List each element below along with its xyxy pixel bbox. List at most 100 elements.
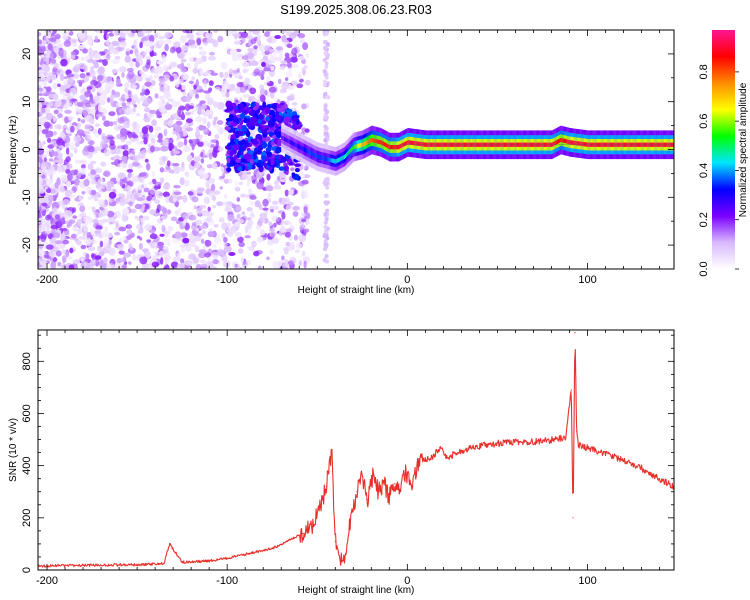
spectrogram-noise-blob — [199, 263, 208, 269]
spectrogram-noise-blob — [47, 201, 52, 207]
spectrogram-noise-blob — [83, 237, 92, 244]
spectrogram-track-cell — [364, 141, 366, 146]
spectrogram-noise-blob — [248, 188, 253, 195]
spectrogram-noise-blob — [101, 133, 106, 138]
spectrogram-noise-blob — [324, 31, 329, 36]
spectrogram-noise-blob — [198, 252, 206, 259]
spectrogram-noise-blob — [107, 136, 115, 140]
spectrogram-noise-blob — [195, 264, 202, 269]
spectrogram-track-cell — [576, 141, 578, 146]
spectrogram-noise-blob — [46, 76, 51, 82]
spectrogram-signal-blob — [239, 103, 245, 110]
spectrogram-track-cell — [354, 144, 356, 149]
spectrogram-noise-blob — [195, 227, 200, 232]
spectrogram-noise-blob — [48, 194, 54, 203]
spectrogram-noise-blob — [108, 111, 116, 117]
spectrogram-noise-blob — [134, 48, 139, 56]
spectrogram-noise-blob — [178, 262, 186, 268]
spectrogram-noise-blob — [219, 186, 224, 190]
spectrogram-track-cell — [565, 139, 567, 144]
spectrogram-track-cell — [575, 140, 577, 146]
spectrogram-track-cell — [329, 157, 332, 163]
snr-point — [262, 549, 264, 552]
spectrogram-noise-blob — [114, 221, 119, 225]
spectrogram-noise-blob — [53, 47, 60, 53]
spectrogram-noise-blob — [132, 178, 136, 183]
spectrogram-noise-blob — [174, 231, 182, 239]
spectrogram-noise-blob — [159, 167, 165, 173]
spectrogram-noise-blob — [180, 246, 186, 253]
spectrogram-noise-blob — [281, 34, 287, 43]
spectrogram-signal-blob — [257, 119, 263, 124]
spectrogram-noise-blob — [110, 161, 119, 165]
spectrogram-noise-blob — [102, 115, 106, 122]
spectrogram-noise-blob — [90, 189, 97, 196]
spectrogram-noise-blob — [83, 115, 90, 121]
snr-point — [277, 545, 279, 548]
spectrogram-noise-blob — [234, 231, 242, 238]
spectrogram-noise-blob — [90, 169, 97, 176]
spectrogram-noise-blob — [279, 178, 287, 183]
spectrogram-noise-blob — [301, 212, 306, 217]
spectrogram-noise-blob — [193, 84, 197, 90]
spectrogram-noise-blob — [323, 220, 328, 225]
spectrogram-noise-blob — [291, 47, 298, 56]
spectrogram-noise-blob — [103, 237, 109, 245]
spectrogram-track-cell — [383, 142, 386, 147]
spectrogram-noise-blob — [199, 71, 204, 76]
spectrogram-noise-blob — [255, 224, 261, 231]
spectrogram-noise-blob — [303, 206, 308, 214]
spectrogram-noise-blob — [209, 38, 217, 44]
spectrogram-noise-blob — [223, 236, 228, 243]
spectrogram-noise-blob — [223, 242, 228, 247]
spectrogram-noise-blob — [107, 218, 114, 226]
spectrogram-noise-blob — [249, 195, 257, 200]
spectrogram-track-cell — [369, 138, 372, 143]
snr-point — [345, 553, 347, 555]
spectrogram-noise-blob — [121, 72, 125, 78]
spectrogram-noise-blob — [51, 30, 56, 37]
spectrogram-noise-blob — [56, 138, 64, 146]
spectrogram-noise-blob — [119, 32, 126, 39]
spectrogram-noise-blob — [217, 146, 224, 152]
spectrogram-noise-blob — [103, 120, 111, 127]
spectrogram-noise-blob — [247, 47, 255, 53]
spectrogram-track-cell — [332, 158, 334, 163]
spectrogram-noise-blob — [78, 236, 86, 240]
spectrogram-noise-blob — [270, 209, 274, 213]
spectrogram-noise-blob — [71, 51, 76, 56]
spectrogram-noise-blob — [116, 102, 122, 107]
spectrogram-noise-blob — [159, 205, 166, 211]
spectrogram-noise-blob — [246, 206, 253, 212]
spectrogram-noise-blob — [191, 138, 198, 143]
spectrogram-noise-blob — [123, 252, 132, 258]
spectrogram-signal-blob — [235, 158, 241, 164]
snr-point — [244, 553, 246, 555]
spectrogram-noise-blob — [128, 180, 133, 187]
spectrogram-noise-blob — [124, 55, 132, 63]
spectrogram-track-cell — [355, 144, 357, 149]
spectrogram-signal-blob — [266, 151, 273, 157]
spectrogram-noise-blob — [162, 64, 167, 71]
spectrogram-noise-blob — [182, 237, 190, 244]
spectrogram-noise-blob — [238, 181, 243, 186]
spectrogram-noise-blob — [60, 265, 65, 269]
spectrogram-signal-blob — [250, 103, 256, 107]
spectrogram-noise-blob — [299, 38, 305, 44]
spectrogram-noise-blob — [149, 109, 157, 114]
spectrogram-noise-blob — [158, 77, 166, 83]
spectrogram-noise-blob — [163, 185, 170, 190]
spectrogram-noise-blob — [117, 164, 121, 168]
spectrogram-noise-blob — [259, 94, 266, 103]
spectrogram-noise-blob — [222, 260, 231, 268]
spectrogram-track-cell — [409, 140, 412, 145]
spectrogram-noise-blob — [87, 38, 92, 45]
spectrogram-noise-blob — [46, 178, 52, 187]
spectrogram-signal-blob — [280, 156, 287, 163]
spectrogram-noise-blob — [236, 197, 240, 202]
spectrogram-noise-blob — [70, 233, 77, 239]
spectrogram-noise-blob — [38, 169, 44, 177]
snr-point — [641, 467, 643, 469]
spectrogram-noise-blob — [231, 203, 236, 209]
spectrogram-noise-blob — [126, 194, 130, 200]
